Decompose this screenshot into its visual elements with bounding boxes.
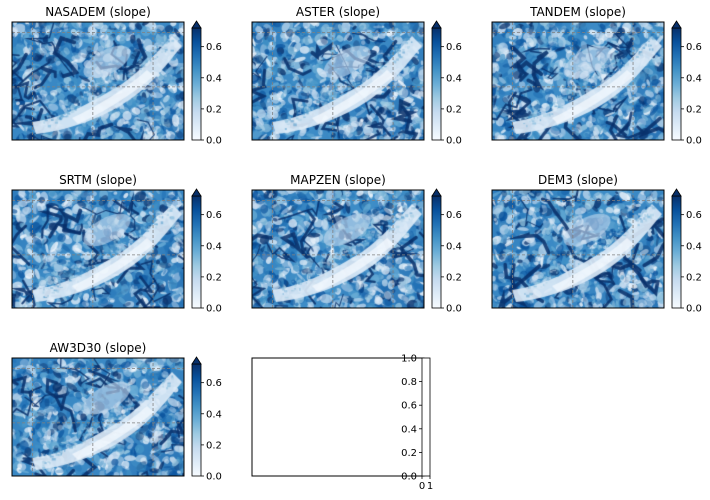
colorbar-tick-label: 0.0 xyxy=(206,304,222,315)
plot-frame xyxy=(251,189,425,309)
colorbar xyxy=(431,27,442,141)
plot-frame xyxy=(491,21,665,141)
plot-frame xyxy=(491,189,665,309)
colorbar-tick-label: 0.4 xyxy=(686,241,702,252)
colorbar-extend-max xyxy=(431,20,442,29)
colorbar-tick-label: 0.2 xyxy=(206,440,222,451)
colorbar xyxy=(191,363,202,477)
empty-axes xyxy=(251,357,425,477)
subplot-7: AW3D30 (slope) 0.0 0.2 0.4 0.6 xyxy=(11,341,222,483)
heatmap-image-2 xyxy=(252,22,424,140)
colorbar xyxy=(191,195,202,309)
colorbar-tick-label: 0.2 xyxy=(446,272,462,283)
subplot-1: NASADEM (slope) 0.0 0.2 0.4 0.6 xyxy=(11,5,222,147)
subplot-title: TANDEM (slope) xyxy=(529,5,626,19)
subplot-3: TANDEM (slope) 0.0 0.2 0.4 0.6 xyxy=(491,5,702,147)
colorbar-tick-label: 0.4 xyxy=(206,73,222,84)
colorbar-tick-label: 0.4 xyxy=(401,424,417,435)
colorbar-tick-label: 0.2 xyxy=(206,272,222,283)
colorbar-tick-label: 0.0 xyxy=(446,304,462,315)
subplot-4: SRTM (slope) 0.0 0.2 0.4 0.6 xyxy=(11,173,222,315)
subplot-title: DEM3 (slope) xyxy=(538,173,618,187)
heatmap-image-6 xyxy=(492,190,664,308)
colorbar-tick-label: 0.2 xyxy=(686,104,702,115)
colorbar-tick-label: 0.6 xyxy=(206,42,222,53)
colorbar-tick-label: 0.0 xyxy=(686,136,702,147)
colorbar-tick-label: 0.2 xyxy=(446,104,462,115)
subplot-8: 0.0 0.2 0.4 0.6 0.8 1.0 0 1 xyxy=(251,354,433,492)
colorbar xyxy=(191,27,202,141)
colorbar-tick-label: 0.0 xyxy=(206,136,222,147)
colorbar xyxy=(431,195,442,309)
colorbar xyxy=(671,27,682,141)
heatmap-image-7 xyxy=(12,358,184,476)
colorbar-extend-max xyxy=(191,188,202,197)
colorbar-tick-label: 0.4 xyxy=(206,409,222,420)
plot-frame xyxy=(11,357,185,477)
colorbar-tick-label: 0.2 xyxy=(206,104,222,115)
subplot-6: DEM3 (slope) 0.0 0.2 0.4 0.6 xyxy=(491,173,702,315)
subplot-title: SRTM (slope) xyxy=(59,173,137,187)
plot-frame xyxy=(11,21,185,141)
subplot-title: NASADEM (slope) xyxy=(45,5,151,19)
colorbar-tick-label: 0.0 xyxy=(206,472,222,483)
subplot-title: MAPZEN (slope) xyxy=(290,173,386,187)
colorbar-tick-label: 0.4 xyxy=(446,73,462,84)
colorbar-extend-max xyxy=(191,356,202,365)
colorbar-tick-label: 0.2 xyxy=(686,272,702,283)
colorbar-tick-label: 0.2 xyxy=(401,448,417,459)
colorbar-tick-label: 0.4 xyxy=(206,241,222,252)
colorbar-tick-label: 0.4 xyxy=(686,73,702,84)
colorbar-extend-max xyxy=(191,20,202,29)
colorbar-tick-label: 0.0 xyxy=(686,304,702,315)
heatmap-image-1 xyxy=(12,22,184,140)
colorbar-tick-label: 0.6 xyxy=(446,42,462,53)
x-tick-label: 1 xyxy=(427,481,433,492)
colorbar-tick-label: 0.6 xyxy=(686,210,702,221)
colorbar-tick-label: 0.4 xyxy=(446,241,462,252)
subplot-title: AW3D30 (slope) xyxy=(50,341,147,355)
colorbar-tick-label: 0.0 xyxy=(446,136,462,147)
colorbar-tick-label: 0.0 xyxy=(401,472,417,483)
plot-frame xyxy=(251,21,425,141)
colorbar-tick-label: 0.6 xyxy=(686,42,702,53)
colorbar-tick-label: 0.6 xyxy=(446,210,462,221)
colorbar-extend-max xyxy=(671,188,682,197)
subplot-5: MAPZEN (slope) 0.0 0.2 0.4 0.6 xyxy=(251,173,462,315)
x-tick-label: 0 xyxy=(419,481,425,492)
heatmap-image-3 xyxy=(492,22,664,140)
heatmap-image-5 xyxy=(252,190,424,308)
colorbar-tick-label: 0.6 xyxy=(401,401,417,412)
colorbar-tick-label: 0.6 xyxy=(206,378,222,389)
plot-frame xyxy=(11,189,185,309)
colorbar xyxy=(671,195,682,309)
colorbar-extend-max xyxy=(431,188,442,197)
colorbar-extend-max xyxy=(671,20,682,29)
empty-colorbar xyxy=(421,357,431,477)
subplot-title: ASTER (slope) xyxy=(296,5,380,19)
colorbar-tick-label: 1.0 xyxy=(401,354,417,365)
subplot-2: ASTER (slope) 0.0 0.2 0.4 0.6 xyxy=(251,5,462,147)
heatmap-image-4 xyxy=(12,190,184,308)
colorbar-tick-label: 0.8 xyxy=(401,377,417,388)
colorbar-tick-label: 0.6 xyxy=(206,210,222,221)
